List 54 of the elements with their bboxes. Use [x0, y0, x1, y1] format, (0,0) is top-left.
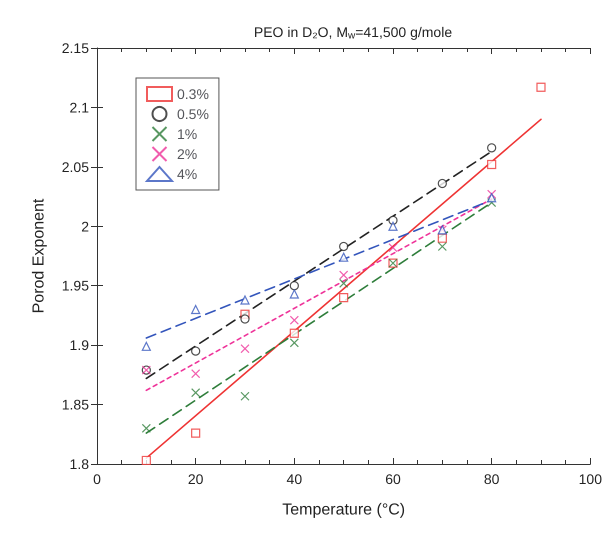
point [240, 295, 250, 305]
point [487, 193, 496, 202]
x-tick-label: 100 [578, 471, 602, 487]
point [142, 456, 151, 466]
y-tick-label: 1.8 [70, 456, 90, 472]
legend-label: 0.3% [177, 86, 209, 102]
point [487, 190, 496, 199]
x-tick-label: 60 [385, 471, 401, 487]
x-tick-label: 40 [286, 471, 302, 487]
point [290, 281, 299, 290]
point [290, 289, 299, 299]
point [240, 314, 250, 324]
point [487, 143, 496, 152]
point [536, 82, 546, 92]
y-tick-label: 2 [81, 218, 90, 234]
point [191, 388, 200, 398]
point [290, 338, 299, 348]
point [290, 328, 299, 338]
point [339, 278, 348, 288]
point [438, 178, 447, 188]
point [142, 424, 151, 433]
point [339, 293, 348, 302]
point [142, 342, 151, 351]
point [191, 369, 200, 378]
x-tick-label: 80 [484, 471, 500, 487]
x-axis-title: Temperature (°C) [282, 502, 406, 518]
legend-label: 4% [177, 166, 198, 182]
point [339, 242, 348, 252]
legend-label: 0.5% [177, 106, 209, 122]
point [438, 234, 447, 243]
y-axis-title: Porod Exponent [30, 198, 48, 314]
legend-label: 1% [177, 126, 198, 142]
point [191, 346, 200, 356]
legend-label: 2% [177, 146, 198, 162]
point [339, 270, 348, 280]
point [290, 316, 299, 325]
point [487, 160, 496, 170]
point [240, 392, 250, 401]
y-tick-label: 1.85 [62, 396, 90, 413]
point [487, 198, 496, 208]
y-tick-label: 1.95 [62, 278, 90, 294]
point [191, 304, 200, 314]
y-tick-label: 2.1 [70, 99, 90, 116]
y-tick-label: 2.05 [62, 158, 90, 175]
point [388, 243, 398, 252]
point [339, 252, 348, 262]
x-tick-label: 0 [93, 471, 102, 487]
point [438, 242, 447, 252]
y-tick-label: 1.9 [70, 337, 90, 354]
x-tick-label: 20 [188, 471, 204, 487]
y-tick-label: 2.15 [62, 40, 90, 56]
point [388, 222, 398, 231]
point [191, 428, 200, 438]
point [240, 344, 250, 354]
